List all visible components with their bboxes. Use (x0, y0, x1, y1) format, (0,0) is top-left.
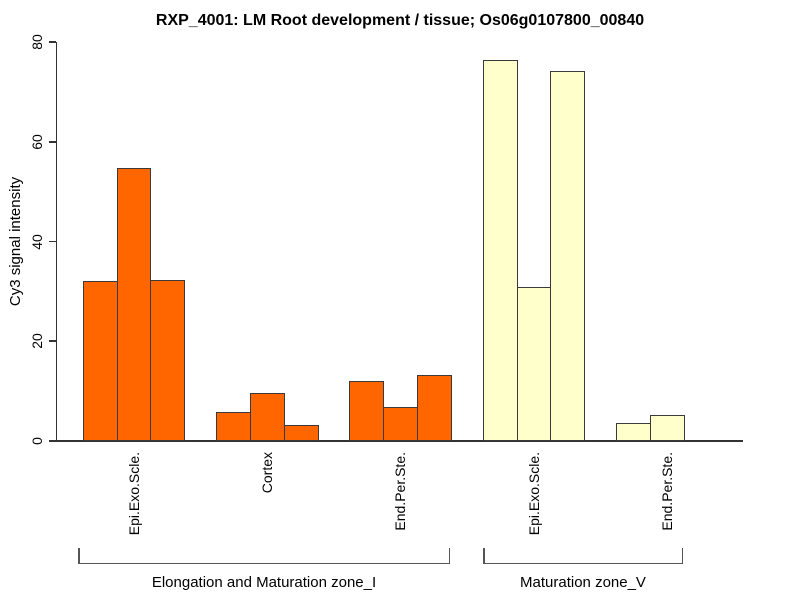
zone-bracket-line (78, 562, 450, 564)
bar-EpiExoScle-2 (116, 168, 152, 441)
zone-bracket-tick (681, 547, 683, 563)
y-tick-label: 80 (28, 34, 45, 50)
zone-bracket-tick (78, 547, 80, 563)
bar-EndPerSte-1 (349, 380, 385, 441)
bar-EpiExoScle-2 (516, 287, 552, 441)
bar-EndPerSte-1 (616, 423, 651, 441)
bar-Cortex-2 (249, 393, 285, 441)
y-tick-mark (48, 140, 56, 143)
x-tick-label: Epi.Exo.Scle. (525, 452, 542, 536)
chart-title: RXP_4001: LM Root development / tissue; … (155, 12, 645, 29)
x-tick-label: Epi.Exo.Scle. (125, 452, 142, 536)
y-axis-line (55, 42, 58, 442)
y-tick-label: 40 (28, 233, 45, 250)
y-tick-mark (48, 41, 56, 43)
y-tick-mark (48, 440, 56, 442)
bar-EpiExoScle-1 (82, 281, 118, 441)
bar-EpiExoScle-1 (482, 60, 518, 441)
bar-Cortex-1 (216, 412, 251, 441)
zone-bracket-tick (448, 547, 450, 563)
bar-EndPerSte-2 (649, 415, 685, 441)
y-tick-mark (48, 240, 56, 243)
zone-label: Maturation zone_V (520, 574, 646, 591)
y-tick-label: 60 (28, 133, 45, 150)
x-tick-label: End.Per.Ste. (392, 452, 409, 531)
zone-bracket-tick (483, 547, 485, 563)
bar-Cortex-3 (283, 424, 319, 441)
y-tick-label: 0 (28, 437, 45, 445)
x-axis-line (49, 440, 743, 442)
bar-EndPerSte-3 (417, 375, 452, 441)
x-tick-label: Cortex (258, 452, 275, 494)
y-tick-label: 20 (28, 333, 45, 350)
zone-label: Elongation and Maturation zone_I (151, 574, 377, 591)
bar-EpiExoScle-3 (550, 71, 586, 441)
x-tick-label: End.Per.Ste. (658, 452, 675, 531)
y-tick-mark (48, 340, 56, 343)
bar-EndPerSte-2 (383, 407, 419, 441)
zone-bracket-line (483, 562, 683, 564)
bar-EpiExoScle-3 (150, 280, 186, 441)
